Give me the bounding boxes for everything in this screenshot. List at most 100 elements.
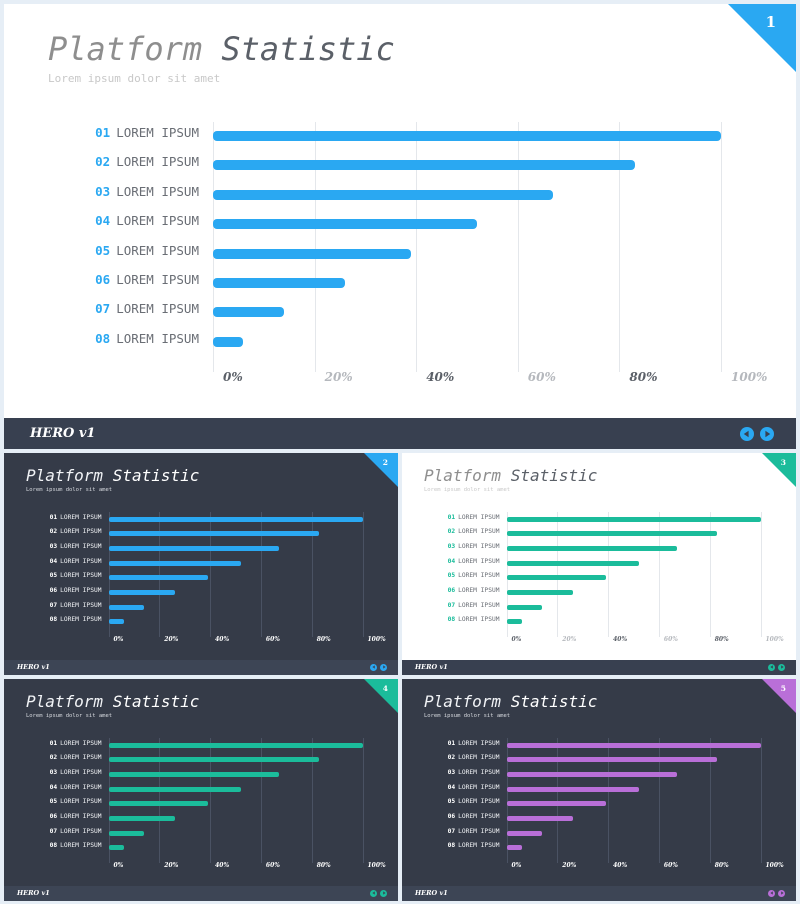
brand-name: HERO <box>415 889 438 898</box>
row-number: 02 <box>49 754 58 762</box>
row-number: 05 <box>49 572 58 580</box>
slide-subtitle: Lorem ipsum dolor sit amet <box>26 713 113 719</box>
slide-number: 3 <box>780 457 786 467</box>
brand-name: HERO <box>17 889 40 898</box>
row-label: 03 LOREM IPSUM <box>448 769 500 776</box>
brand-logo: HERO v1 <box>17 663 50 671</box>
data-bar <box>108 742 363 748</box>
prev-slide-button[interactable] <box>740 426 754 441</box>
title-part-1: Platform <box>26 466 104 485</box>
slide-footer: HERO v1 <box>4 885 398 901</box>
row-number: 04 <box>447 557 456 565</box>
slide-card[interactable]: 5 Platform Statistic Lorem ipsum dolor sit… <box>402 679 796 901</box>
triangle-left-icon <box>769 665 774 669</box>
row-number: 01 <box>447 513 456 521</box>
gridline <box>557 512 559 637</box>
data-bar <box>213 219 478 230</box>
row-number: 08 <box>95 330 111 346</box>
gridline <box>709 512 711 637</box>
gridline <box>260 512 262 637</box>
row-text: LOREM IPSUM <box>60 754 102 762</box>
x-tick-label: 60% <box>663 862 678 869</box>
slide-number: 2 <box>382 457 388 467</box>
x-tick-label: 40% <box>215 862 230 869</box>
row-text: LOREM IPSUM <box>458 768 500 776</box>
row-text: LOREM IPSUM <box>458 601 500 609</box>
brand-name: HERO <box>30 425 75 441</box>
row-label: 05 LOREM IPSUM <box>95 243 199 258</box>
title-part-1: Platform <box>424 692 502 711</box>
row-text: LOREM IPSUM <box>60 513 102 521</box>
row-label: 01 LOREM IPSUM <box>95 125 199 140</box>
data-bar <box>108 845 124 851</box>
prev-slide-button[interactable] <box>768 663 775 671</box>
slide-footer: HERO v1 <box>4 659 398 675</box>
data-bar <box>108 545 279 551</box>
slide-card[interactable]: 4 Platform Statistic Lorem ipsum dolor sit… <box>4 679 398 901</box>
row-text: LOREM IPSUM <box>116 242 199 258</box>
row-text: LOREM IPSUM <box>116 154 199 170</box>
row-number: 01 <box>447 739 456 747</box>
slide-number: 1 <box>765 13 776 31</box>
next-slide-button[interactable] <box>778 663 785 671</box>
triangle-left-icon <box>743 430 751 438</box>
slide-card[interactable]: 2 Platform Statistic Lorem ipsum dolor sit… <box>4 453 398 675</box>
next-slide-button[interactable] <box>760 426 774 441</box>
row-text: LOREM IPSUM <box>60 587 102 594</box>
data-bar <box>506 560 639 566</box>
x-tick-label: 100% <box>731 370 768 384</box>
prev-slide-button[interactable] <box>370 663 377 671</box>
slide-title: Platform Statistic <box>26 692 199 711</box>
row-text: LOREM IPSUM <box>60 842 102 850</box>
data-bar <box>213 189 554 200</box>
row-text: LOREM IPSUM <box>60 542 102 550</box>
row-label: 07 LOREM IPSUM <box>95 301 199 316</box>
data-bar <box>108 590 175 595</box>
row-text: LOREM IPSUM <box>60 783 102 791</box>
slide-card[interactable]: 1 Platform Statistic Lorem ipsum dolor sit… <box>4 4 796 449</box>
row-label: 04 LOREM IPSUM <box>50 558 102 565</box>
data-bar <box>506 545 677 551</box>
data-bar <box>108 619 124 625</box>
row-text: LOREM IPSUM <box>60 601 102 609</box>
data-bar <box>108 771 279 777</box>
row-text: LOREM IPSUM <box>458 739 500 747</box>
data-bar <box>213 278 346 288</box>
x-tick-label: 80% <box>714 862 729 869</box>
title-part-1: Platform <box>424 466 502 485</box>
brand-version: v1 <box>439 889 448 898</box>
gridline <box>608 512 610 637</box>
prev-slide-button[interactable] <box>370 889 377 897</box>
row-number: 07 <box>49 827 58 835</box>
row-text: LOREM IPSUM <box>60 557 102 565</box>
x-tick-label: 0% <box>113 636 124 643</box>
slide-card[interactable]: 3 Platform Statistic Lorem ipsum dolor sit… <box>402 453 796 675</box>
data-bar <box>506 604 543 610</box>
x-tick-label: 60% <box>265 862 280 869</box>
row-number: 04 <box>447 783 456 791</box>
slide-subtitle: Lorem ipsum dolor sit amet <box>424 713 511 719</box>
data-bar <box>506 590 573 595</box>
row-number: 08 <box>447 616 456 624</box>
next-slide-button[interactable] <box>778 889 785 897</box>
row-label: 06 LOREM IPSUM <box>448 813 500 820</box>
next-slide-button[interactable] <box>380 663 387 671</box>
row-label: 08 LOREM IPSUM <box>95 331 199 346</box>
x-tick-label: 20% <box>164 636 179 643</box>
prev-slide-button[interactable] <box>768 889 775 897</box>
row-number: 06 <box>447 813 456 820</box>
data-bar <box>506 801 606 807</box>
gridline <box>658 512 660 637</box>
next-slide-button[interactable] <box>380 889 387 897</box>
brand-logo: HERO v1 <box>415 889 448 897</box>
row-number: 06 <box>49 813 58 820</box>
row-number: 02 <box>447 528 456 536</box>
data-bar <box>506 816 573 821</box>
row-label: 04 LOREM IPSUM <box>448 558 500 565</box>
gridline <box>213 122 214 372</box>
x-tick-label: 40% <box>426 370 455 384</box>
gridline <box>760 738 762 863</box>
row-number: 05 <box>447 798 456 806</box>
corner-badge <box>364 679 398 713</box>
row-label: 07 LOREM IPSUM <box>50 602 102 609</box>
